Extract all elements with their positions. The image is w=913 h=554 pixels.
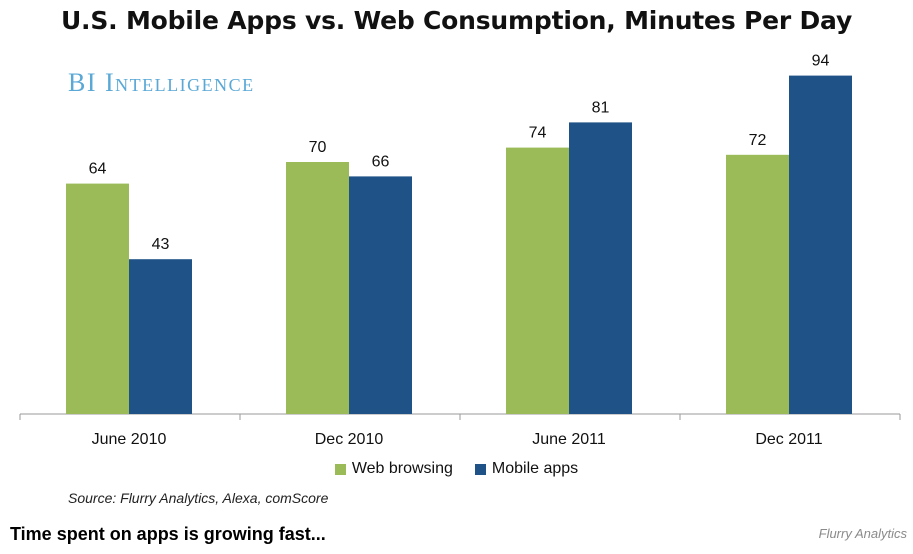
bar-web-browsing xyxy=(506,147,569,414)
x-tick-label: Dec 2010 xyxy=(315,431,384,448)
data-label-mobile-apps: 66 xyxy=(372,153,390,170)
chart-title: U.S. Mobile Apps vs. Web Consumption, Mi… xyxy=(60,6,853,35)
caption: Time spent on apps is growing fast... xyxy=(10,524,326,544)
data-label-web-browsing: 72 xyxy=(749,132,767,149)
bar-web-browsing xyxy=(66,183,129,414)
bar-chart: 64 43 June 2010 70 66 Dec 2010 74 81 June 2011 72… xyxy=(19,53,901,448)
source-note: Source: Flurry Analytics, Alexa, comScor… xyxy=(68,490,329,506)
legend-item-mobile-apps: Mobile apps xyxy=(474,460,579,478)
bar-mobile-apps xyxy=(129,259,192,414)
bar-web-browsing xyxy=(726,154,789,415)
data-label-web-browsing: 74 xyxy=(529,125,547,142)
x-tick-label: June 2011 xyxy=(532,431,606,448)
data-label-mobile-apps: 81 xyxy=(592,99,610,116)
legend-swatch-mobile-apps xyxy=(474,463,486,475)
legend-swatch-web-browsing xyxy=(334,463,346,475)
chart-legend: Web browsing Mobile apps xyxy=(0,460,913,478)
legend-label-mobile-apps: Mobile apps xyxy=(491,460,579,477)
bar-mobile-apps xyxy=(349,176,412,414)
data-label-mobile-apps: 43 xyxy=(152,236,170,253)
legend-item-web-browsing: Web browsing xyxy=(334,460,453,478)
bar-web-browsing xyxy=(286,162,349,414)
data-label-web-browsing: 64 xyxy=(89,161,107,178)
x-tick-label: June 2010 xyxy=(92,431,167,448)
legend-label-web-browsing: Web browsing xyxy=(351,460,453,477)
data-label-mobile-apps: 94 xyxy=(812,53,830,70)
data-label-web-browsing: 70 xyxy=(309,139,327,156)
bi-intelligence-logo: BI Intelligence xyxy=(68,68,255,97)
bar-mobile-apps xyxy=(789,75,852,414)
credit-text: Flurry Analytics xyxy=(818,526,907,541)
chart-frame: U.S. Mobile Apps vs. Web Consumption, Mi… xyxy=(0,6,913,506)
x-tick-label: Dec 2011 xyxy=(755,431,822,448)
bar-mobile-apps xyxy=(569,122,632,415)
